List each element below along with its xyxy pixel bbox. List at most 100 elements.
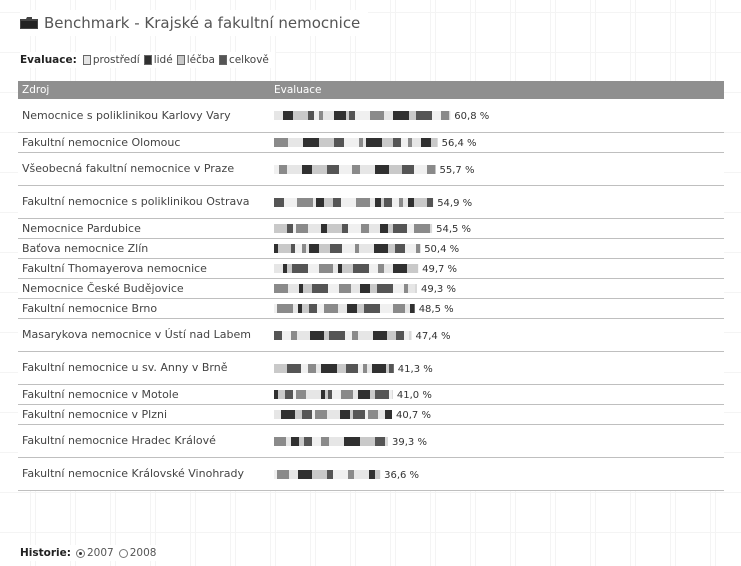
bar-segment (274, 224, 287, 233)
bar-segment (327, 164, 339, 174)
bar-segment (369, 469, 375, 479)
bar-segment (404, 330, 409, 340)
bar-segment (384, 264, 393, 273)
bar-segment (327, 469, 333, 479)
bar-segment (309, 304, 317, 313)
table-row[interactable]: Fakultní nemocnice v Plzni 40,7 % (18, 404, 724, 425)
bar-segment (416, 111, 432, 121)
bar-segment (374, 244, 388, 253)
bar-segment (303, 284, 312, 293)
table-row[interactable]: Fakultní nemocnice Brno 48,5 % (18, 298, 724, 319)
value-label: 60,8 % (454, 111, 489, 122)
value-label: 54,5 % (436, 224, 471, 235)
legend-item-treatment[interactable]: léčba (176, 54, 215, 66)
table-row[interactable]: Fakultní nemocnice v Motole 41,0 % (18, 384, 724, 405)
legend-label: prostředí (92, 54, 140, 66)
table-row[interactable]: Fakultní Thomayerova nemocnice 49,7 % (18, 258, 724, 279)
bar-segment (321, 436, 329, 446)
legend-swatch (218, 55, 227, 65)
table-body: Nemocnice s poliklinikou Karlovy Vary 60,… (18, 99, 724, 491)
table-row[interactable]: Fakultní nemocnice Královské Vinohrady 36… (18, 457, 724, 491)
bar-segment (378, 410, 385, 419)
bar-segment (369, 264, 378, 273)
table-row[interactable]: Fakultní nemocnice u sv. Anny v Brně 41,3… (18, 351, 724, 385)
bar-segment (342, 224, 348, 233)
history-option-2007[interactable]: 2007 (75, 547, 114, 559)
bar-segment (301, 363, 308, 373)
value-label: 41,0 % (397, 390, 432, 401)
table-row[interactable]: Fakultní nemocnice Hradec Králové 39,3 % (18, 424, 724, 458)
legend-item-people[interactable]: lidé (143, 54, 173, 66)
history-option-2008[interactable]: 2008 (118, 547, 156, 559)
bar-segment (319, 111, 323, 121)
bar-segment (408, 138, 412, 147)
bar-segment (355, 244, 359, 253)
bar-chart-row: 49,7 % (274, 264, 457, 275)
bar-chart-row: 48,5 % (274, 304, 454, 315)
bar-segment (274, 197, 284, 207)
bar-segment (316, 197, 324, 207)
legend-item-overall[interactable]: celkově (218, 54, 269, 66)
bar-segment (303, 138, 319, 147)
bar-segment (337, 363, 346, 373)
column-header-evaluation[interactable]: Evaluace (270, 81, 724, 99)
bar-segment (421, 138, 431, 147)
radio-empty-icon (118, 548, 128, 558)
table-row[interactable]: Nemocnice České Budějovice 49,3 % (18, 278, 724, 299)
legend-item-environment[interactable]: prostředí (82, 54, 140, 66)
bar-chart-row: 49,3 % (274, 284, 456, 295)
bar-segment (407, 264, 419, 273)
bar-segment (396, 330, 404, 340)
table-row[interactable]: Nemocnice s poliklinikou Karlovy Vary 60,… (18, 99, 724, 133)
bar-segment (333, 197, 341, 207)
bar-segment (339, 164, 352, 174)
bar-segment (291, 330, 297, 340)
value-label: 39,3 % (392, 437, 427, 448)
value-label: 56,4 % (442, 138, 477, 149)
bar-segment (393, 304, 405, 313)
bar-segment (385, 410, 392, 419)
bar-segment (278, 390, 285, 399)
table-row[interactable]: Baťova nemocnice Zlín 50,4 % (18, 238, 724, 259)
bar-segment (393, 264, 407, 273)
bar-segment (348, 469, 354, 479)
hospital-name: Fakultní nemocnice s poliklinikou Ostrav… (18, 185, 270, 219)
bar-segment (373, 330, 387, 340)
table-row[interactable]: Masarykova nemocnice v Ústí nad Labem 47,… (18, 318, 724, 352)
bar-segment (288, 138, 303, 147)
bar-segment (293, 224, 296, 233)
hospital-name: Fakultní nemocnice v Plzni (18, 404, 270, 425)
bar-segment (292, 264, 308, 273)
bar-segment (427, 197, 433, 207)
bar-segment (380, 304, 393, 313)
bar-segment (370, 197, 375, 207)
column-header-source[interactable]: Zdroj (18, 81, 270, 99)
bar-segment (409, 111, 416, 121)
evaluation-cell: 36,6 % (270, 457, 724, 491)
bar-segment (293, 390, 296, 399)
bar-chart-row: 56,4 % (274, 138, 477, 149)
bar-segment (399, 197, 403, 207)
bar-segment (358, 330, 373, 340)
table-row[interactable]: Nemocnice Pardubice 54,5 % (18, 218, 724, 239)
bar-segment (352, 330, 358, 340)
bar-segment (274, 330, 282, 340)
benchmark-table: Zdroj Evaluace Nemocnice s poliklinikou … (18, 81, 724, 491)
bar-segment (274, 164, 279, 174)
bar-segment (315, 410, 327, 419)
bar-segment (405, 244, 416, 253)
bar-segment (350, 410, 353, 419)
bar-segment (389, 363, 394, 373)
table-row[interactable]: Všeobecná fakultní nemocnice v Praze 55,7… (18, 152, 724, 186)
bar-segment (312, 469, 327, 479)
table-row[interactable]: Fakultní nemocnice Olomouc 56,4 % (18, 132, 724, 153)
table-row[interactable]: Fakultní nemocnice s poliklinikou Ostrav… (18, 185, 724, 219)
bar-segment (308, 264, 319, 273)
bar-segment (377, 284, 393, 293)
bar-segment (295, 244, 302, 253)
bar-segment (283, 264, 287, 273)
bar-segment (286, 436, 291, 446)
bar-segment (358, 363, 363, 373)
bar-segment (282, 330, 291, 340)
bar-segment (389, 164, 402, 174)
